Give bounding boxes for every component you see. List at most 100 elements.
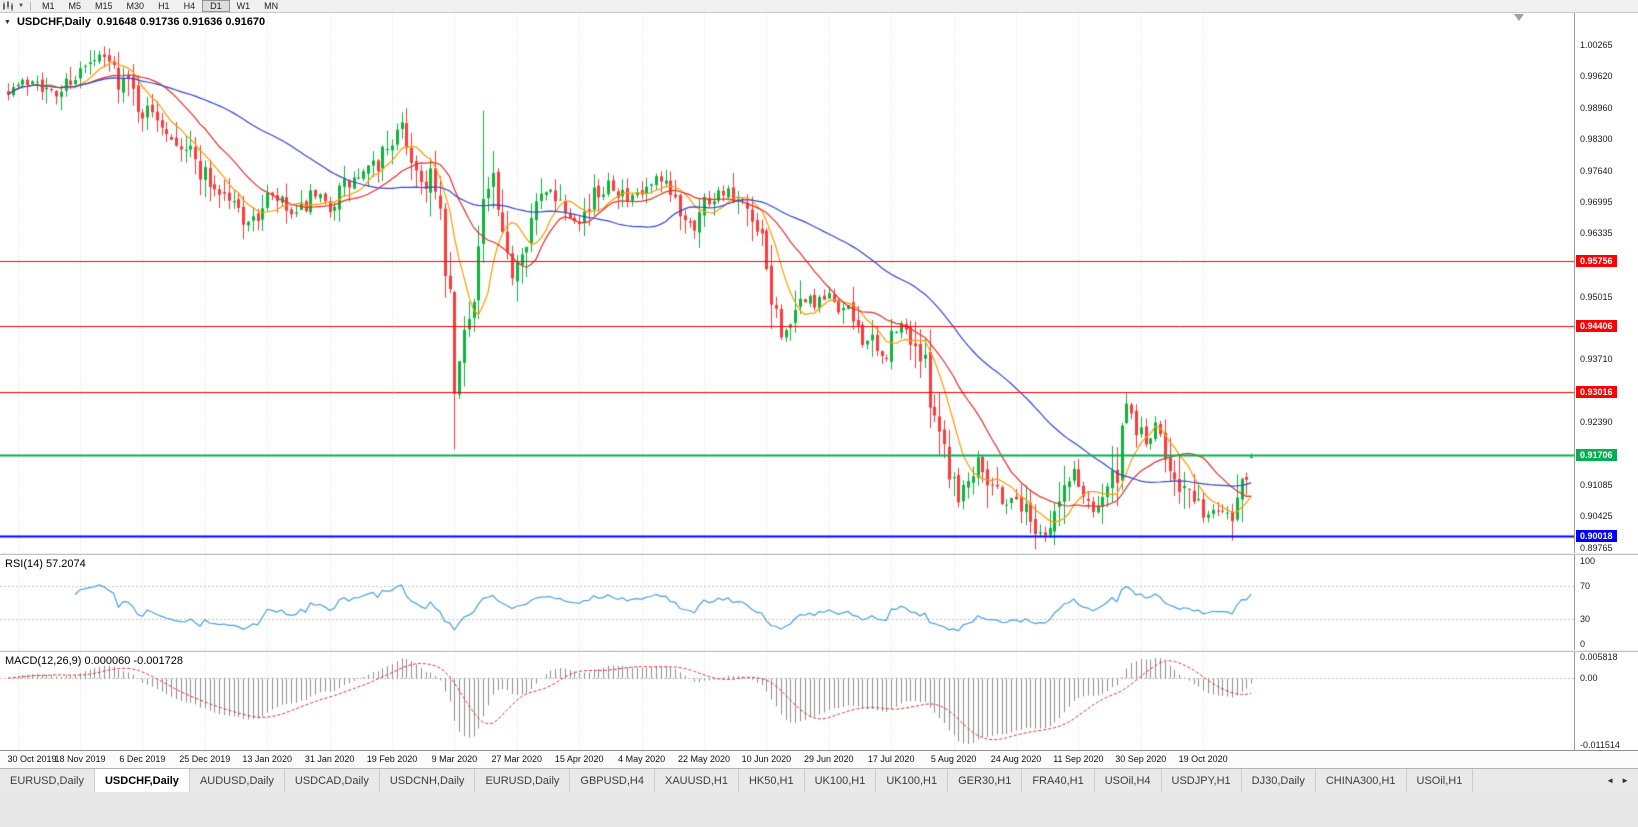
- date-label: 15 Apr 2020: [554, 754, 604, 764]
- date-label: 22 May 2020: [677, 754, 731, 764]
- hline-price-label: 0.91706: [1576, 449, 1617, 462]
- chart-tab-hk50-h1[interactable]: HK50,H1: [739, 769, 805, 792]
- period-button-d1[interactable]: D1: [202, 0, 230, 12]
- hline-price-label: 0.95756: [1576, 255, 1617, 268]
- hline-price-label: 0.90018: [1576, 529, 1617, 542]
- chart-tab-ger30-h1[interactable]: GER30,H1: [948, 769, 1023, 792]
- date-label: 19 Feb 2020: [366, 754, 418, 764]
- date-label: 29 Jun 2020: [804, 754, 854, 764]
- macd-axis-label: 0.00: [1580, 673, 1598, 684]
- chart-symbol-label: USDCHF,Daily: [16, 16, 91, 28]
- price-tick-label: 0.99620: [1580, 71, 1613, 82]
- price-tick-label: 0.91085: [1580, 479, 1613, 490]
- rsi-level-label: 100: [1580, 556, 1596, 566]
- macd-pane[interactable]: [0, 652, 1574, 750]
- pane-splitter-macd[interactable]: [0, 650, 1638, 652]
- date-label: 5 Aug 2020: [930, 754, 977, 764]
- chart-type-button[interactable]: [0, 0, 16, 12]
- chart-tab-gbpusd-h4[interactable]: GBPUSD,H4: [570, 769, 655, 792]
- chart-tab-eurusd-daily[interactable]: EURUSD,Daily: [0, 769, 95, 792]
- chart-ohlc-values: 0.91648 0.91736 0.91636 0.91670: [96, 16, 266, 28]
- main-chart[interactable]: [0, 13, 1574, 553]
- period-button-h4[interactable]: H4: [183, 1, 196, 11]
- date-label: 24 Aug 2020: [990, 754, 1042, 764]
- chart-tab-usdcnh-daily[interactable]: USDCNH,Daily: [380, 769, 476, 792]
- date-label: 13 Jan 2020: [242, 754, 292, 764]
- macd-indicator-label: MACD(12,26,9) 0.000060 -0.001728: [5, 655, 183, 667]
- date-label: 25 Dec 2019: [179, 754, 231, 764]
- chart-tab-eurusd-daily[interactable]: EURUSD,Daily: [475, 769, 571, 792]
- chart-tab-uk100-h1[interactable]: UK100,H1: [805, 769, 877, 792]
- date-label: 27 Mar 2020: [491, 754, 543, 764]
- rsi-indicator-label: RSI(14) 57.2074: [5, 558, 86, 570]
- chart-title: ▼ USDCHF,Daily 0.91648 0.91736 0.91636 0…: [4, 16, 265, 28]
- chart-tab-china300-h1[interactable]: CHINA300,H1: [1316, 769, 1407, 792]
- collapse-indicator-icon[interactable]: ▼: [4, 18, 11, 26]
- date-label: 31 Jan 2020: [304, 754, 355, 764]
- chart-tab-fra40-h1[interactable]: FRA40,H1: [1022, 769, 1095, 792]
- timeframe-toolbar: ▼ M1 M5 M15 M30 H1 H4 D1 W1 MN: [0, 0, 1638, 13]
- chart-tab-uk100-h1[interactable]: UK100,H1: [876, 769, 949, 792]
- price-tick-label: 0.98960: [1580, 102, 1613, 113]
- date-label: 19 Oct 2020: [1178, 754, 1228, 764]
- date-label: 10 Jun 2020: [741, 754, 792, 764]
- price-tick-label: 0.97640: [1580, 165, 1613, 176]
- rsi-level-label: 70: [1580, 580, 1591, 591]
- rsi-pane[interactable]: [0, 555, 1574, 650]
- tab-scroll-left-button[interactable]: ◄: [1606, 776, 1615, 785]
- chart-tab-dj30-daily[interactable]: DJ30,Daily: [1242, 769, 1316, 792]
- chart-tab-usoil-h1[interactable]: USOil,H1: [1407, 769, 1474, 792]
- macd-axis-label: 0.005818: [1580, 652, 1618, 662]
- chart-type-dropdown-arrow-icon[interactable]: ▼: [18, 3, 24, 9]
- toolbar-separator: [30, 1, 31, 11]
- period-button-m30[interactable]: M30: [126, 1, 145, 11]
- chart-tab-audusd-daily[interactable]: AUDUSD,Daily: [190, 769, 285, 792]
- period-button-m1[interactable]: M1: [42, 1, 55, 11]
- chart-tab-xauusd-h1[interactable]: XAUUSD,H1: [655, 769, 739, 792]
- date-label: 9 Mar 2020: [431, 754, 478, 764]
- price-tick-label: 0.92390: [1580, 417, 1613, 428]
- period-button-w1[interactable]: W1: [236, 1, 251, 11]
- hline-price-label: 0.94406: [1576, 319, 1617, 332]
- price-tick-label: 0.89765: [1580, 542, 1613, 553]
- price-tick-label: 0.98300: [1580, 134, 1613, 145]
- price-axis[interactable]: 1.00265 0.99620 0.98960 0.98300 0.97640 0.969…: [1575, 0, 1638, 750]
- period-button-h1[interactable]: H1: [158, 1, 170, 11]
- hline-price-label: 0.93016: [1576, 386, 1617, 399]
- candlestick-chart-icon: [3, 1, 13, 11]
- price-tick-label: 1.00265: [1580, 40, 1613, 51]
- rsi-level-label: 0: [1580, 639, 1586, 649]
- date-label: 30 Oct 2019: [7, 754, 57, 764]
- date-label: 17 Jul 2020: [867, 754, 915, 764]
- date-label: 4 May 2020: [618, 754, 666, 764]
- chart-tab-usdchf-daily[interactable]: USDCHF,Daily: [94, 769, 190, 792]
- date-label: 11 Sep 2020: [1053, 754, 1104, 764]
- tab-scroll-buttons: ◄ ►: [1597, 769, 1638, 792]
- rsi-level-label: 30: [1580, 614, 1591, 625]
- period-button-m5[interactable]: M5: [68, 1, 82, 11]
- price-tick-label: 0.95015: [1580, 291, 1613, 302]
- period-button-m15[interactable]: M15: [95, 1, 113, 11]
- price-tick-label: 0.96995: [1580, 196, 1613, 207]
- price-tick-label: 0.93710: [1580, 354, 1613, 365]
- price-axis-border: [1574, 13, 1575, 750]
- chart-shift-marker-icon[interactable]: [1514, 14, 1524, 21]
- bottom-filler: [0, 792, 1638, 827]
- price-tick-label: 0.90425: [1580, 511, 1613, 522]
- tab-scroll-right-button[interactable]: ►: [1621, 776, 1629, 785]
- price-tick-label: 0.96335: [1580, 228, 1613, 239]
- macd-axis-label: -0.011514: [1580, 740, 1620, 750]
- date-label: 30 Sep 2020: [1115, 754, 1167, 764]
- chart-tab-bar: EURUSD,Daily USDCHF,Daily AUDUSD,Daily USDC…: [0, 768, 1638, 792]
- period-button-group: M1 M5 M15 M30 H1 H4 D1 W1 MN: [35, 0, 285, 12]
- period-button-mn[interactable]: MN: [264, 1, 279, 11]
- chart-tabs: EURUSD,Daily USDCHF,Daily AUDUSD,Daily USDC…: [0, 769, 1474, 792]
- time-axis[interactable]: 30 Oct 2019 18 Nov 2019 6 Dec 2019 25 Dec 2…: [0, 750, 1638, 768]
- chart-tab-usdjpy-h1[interactable]: USDJPY,H1: [1162, 769, 1242, 792]
- date-label: 6 Dec 2019: [119, 754, 166, 764]
- chart-tab-usoil-h4[interactable]: USOil,H4: [1095, 769, 1162, 792]
- chart-tab-usdcad-daily[interactable]: USDCAD,Daily: [285, 769, 380, 792]
- date-label: 18 Nov 2019: [54, 754, 106, 764]
- pane-splitter-rsi[interactable]: [0, 553, 1638, 555]
